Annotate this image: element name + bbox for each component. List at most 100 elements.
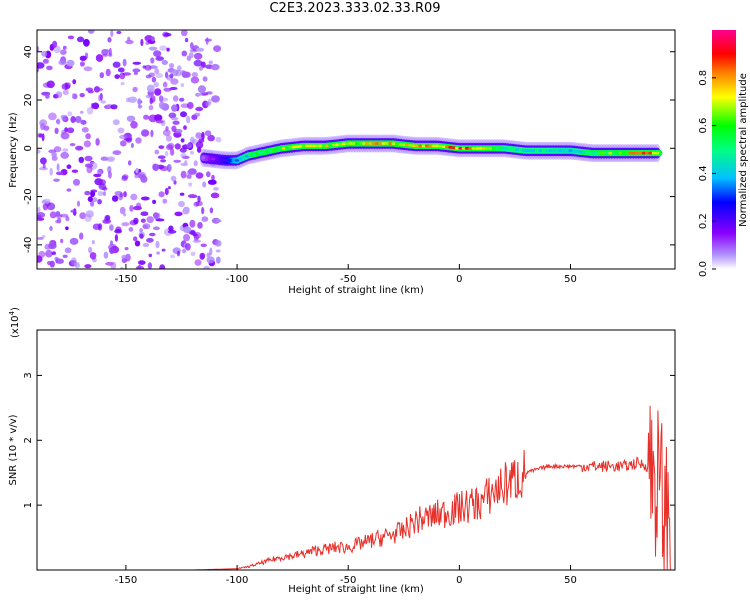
noise-blob xyxy=(79,61,85,67)
ridge-core xyxy=(655,151,660,155)
noise-blob xyxy=(69,143,76,147)
ridge-core xyxy=(204,156,210,160)
noise-blob xyxy=(180,83,185,88)
noise-blob xyxy=(213,187,219,191)
noise-blob xyxy=(133,217,139,225)
noise-blob xyxy=(46,80,55,89)
noise-blob xyxy=(129,205,134,212)
noise-blob xyxy=(209,207,214,214)
noise-blob xyxy=(158,101,166,109)
bottom-x-axis-label: Height of straight line (km) xyxy=(288,584,424,595)
noise-blob xyxy=(158,145,165,150)
noise-blob xyxy=(153,212,159,219)
ridge-core xyxy=(388,142,393,145)
noise-blob xyxy=(122,58,127,67)
ridge-core xyxy=(418,144,423,148)
ridge-core xyxy=(368,142,373,145)
noise-blob xyxy=(188,182,193,187)
noise-blob xyxy=(183,226,192,234)
noise-blob xyxy=(183,233,190,242)
snr-series-line xyxy=(37,405,673,570)
noise-blob xyxy=(166,164,172,172)
noise-blob xyxy=(191,72,198,78)
noise-blob xyxy=(97,199,102,205)
noise-blob xyxy=(120,140,127,147)
noise-blob xyxy=(154,88,162,96)
ridge-core xyxy=(318,144,323,148)
noise-blob xyxy=(195,172,204,179)
ridge-core xyxy=(615,151,620,155)
noise-blob xyxy=(197,112,201,117)
noise-blob xyxy=(85,210,94,218)
noise-blob xyxy=(192,233,198,237)
ridge-core xyxy=(461,146,466,150)
ridge-core xyxy=(268,149,273,153)
bottom-y-axis: 1 2 3 xyxy=(23,372,675,508)
ridge-core xyxy=(264,150,270,153)
y-tick-label: -40 xyxy=(23,237,34,253)
noise-blob xyxy=(62,148,69,152)
ridge-core xyxy=(501,146,506,150)
ridge-core xyxy=(521,149,526,152)
y-tick-label: 20 xyxy=(23,94,34,107)
noise-blob xyxy=(188,52,194,59)
x-tick-label: 0 xyxy=(456,274,462,285)
noise-blob xyxy=(94,87,104,92)
ridge-core xyxy=(631,151,637,155)
ridge-core xyxy=(545,149,550,153)
noise-blob xyxy=(155,241,160,249)
ridge-core xyxy=(471,146,476,150)
noise-blob xyxy=(170,78,179,85)
bottom-x-axis: -150 -100 -50 0 50 xyxy=(115,565,577,586)
colorbar-label: Normalized spectral amplitude xyxy=(738,73,749,227)
ridge-core xyxy=(464,146,470,150)
noise-blob xyxy=(137,173,146,179)
noise-blob xyxy=(37,212,46,218)
noise-blob xyxy=(151,76,157,83)
noise-blob xyxy=(51,151,57,158)
ridge-core xyxy=(328,144,333,147)
noise-blob xyxy=(66,164,72,169)
ridge-core xyxy=(298,144,303,148)
ridge-core xyxy=(244,154,250,158)
ridge-core xyxy=(441,145,446,149)
noise-blob xyxy=(90,189,98,193)
ridge-core xyxy=(371,142,376,145)
noise-blob xyxy=(206,256,215,264)
noise-blob xyxy=(119,134,128,140)
noise-blob xyxy=(66,127,75,134)
noise-blob xyxy=(112,150,122,156)
noise-blob xyxy=(155,120,164,124)
noise-blob xyxy=(169,86,178,91)
noise-blob xyxy=(150,129,154,138)
noise-blob xyxy=(183,206,190,213)
noise-blob xyxy=(160,159,167,163)
noise-blob xyxy=(91,240,95,245)
noise-blob xyxy=(154,68,160,75)
ridge-core xyxy=(261,150,266,154)
ridge-core xyxy=(348,142,353,145)
noise-blob xyxy=(149,232,156,237)
ridge-core xyxy=(364,142,370,145)
noise-blob xyxy=(154,149,160,155)
noise-blob xyxy=(132,68,141,73)
noise-blob xyxy=(170,254,175,259)
ridge-core xyxy=(228,159,233,162)
noise-blob xyxy=(169,148,175,156)
noise-blob xyxy=(158,191,165,198)
noise-blob xyxy=(80,110,84,114)
noise-blob xyxy=(210,63,220,71)
noise-blob xyxy=(179,97,185,102)
snr-panel: -150 -100 -50 0 50 1 2 3 Height of straight li… xyxy=(8,307,676,595)
noise-blob xyxy=(165,134,172,142)
noise-blob xyxy=(201,131,205,140)
noise-blob xyxy=(102,49,110,54)
ridge-core xyxy=(221,158,226,162)
noise-blob xyxy=(87,30,95,34)
noise-blob xyxy=(45,249,53,258)
noise-blob xyxy=(49,167,53,176)
colorbar-tick-label: 0.6 xyxy=(698,118,709,134)
ridge-core xyxy=(428,144,433,148)
ridge-core xyxy=(404,143,410,147)
